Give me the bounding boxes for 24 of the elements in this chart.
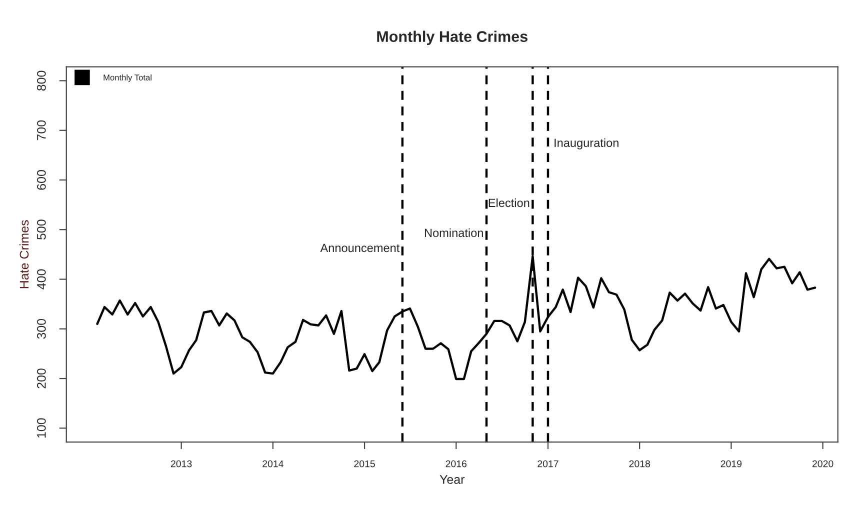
x-tick-label: 2014 <box>262 460 284 468</box>
x-tick-label: 2016 <box>446 460 467 468</box>
ref-line-label: Inauguration <box>554 138 618 150</box>
y-axis-title: Hate Crimes <box>19 220 29 288</box>
ref-line-label: Election <box>488 198 530 208</box>
y-tick-label: 500 <box>36 220 46 240</box>
x-tick-label: 2015 <box>354 460 375 468</box>
y-tick-label: 400 <box>36 269 46 290</box>
ref-line-label: Nomination <box>424 228 483 238</box>
chart-title: Monthly Hate Crimes <box>377 30 528 45</box>
x-axis-title: Year <box>440 475 465 484</box>
x-tick-label: 2013 <box>170 460 192 468</box>
y-tick-label: 700 <box>36 120 46 140</box>
x-tick-label: 2019 <box>720 460 742 468</box>
y-tick-label: 100 <box>36 418 46 438</box>
legend-label: Monthly Total <box>104 74 152 82</box>
y-tick-label: 300 <box>36 318 46 339</box>
y-tick-label: 200 <box>36 368 46 388</box>
x-tick-label: 2020 <box>812 460 834 468</box>
x-tick-label: 2017 <box>538 460 558 468</box>
ref-line-label: Announcement <box>320 244 400 252</box>
x-tick-label: 2018 <box>629 460 650 468</box>
y-tick-label: 800 <box>36 70 46 91</box>
y-tick-label: 600 <box>36 170 46 190</box>
